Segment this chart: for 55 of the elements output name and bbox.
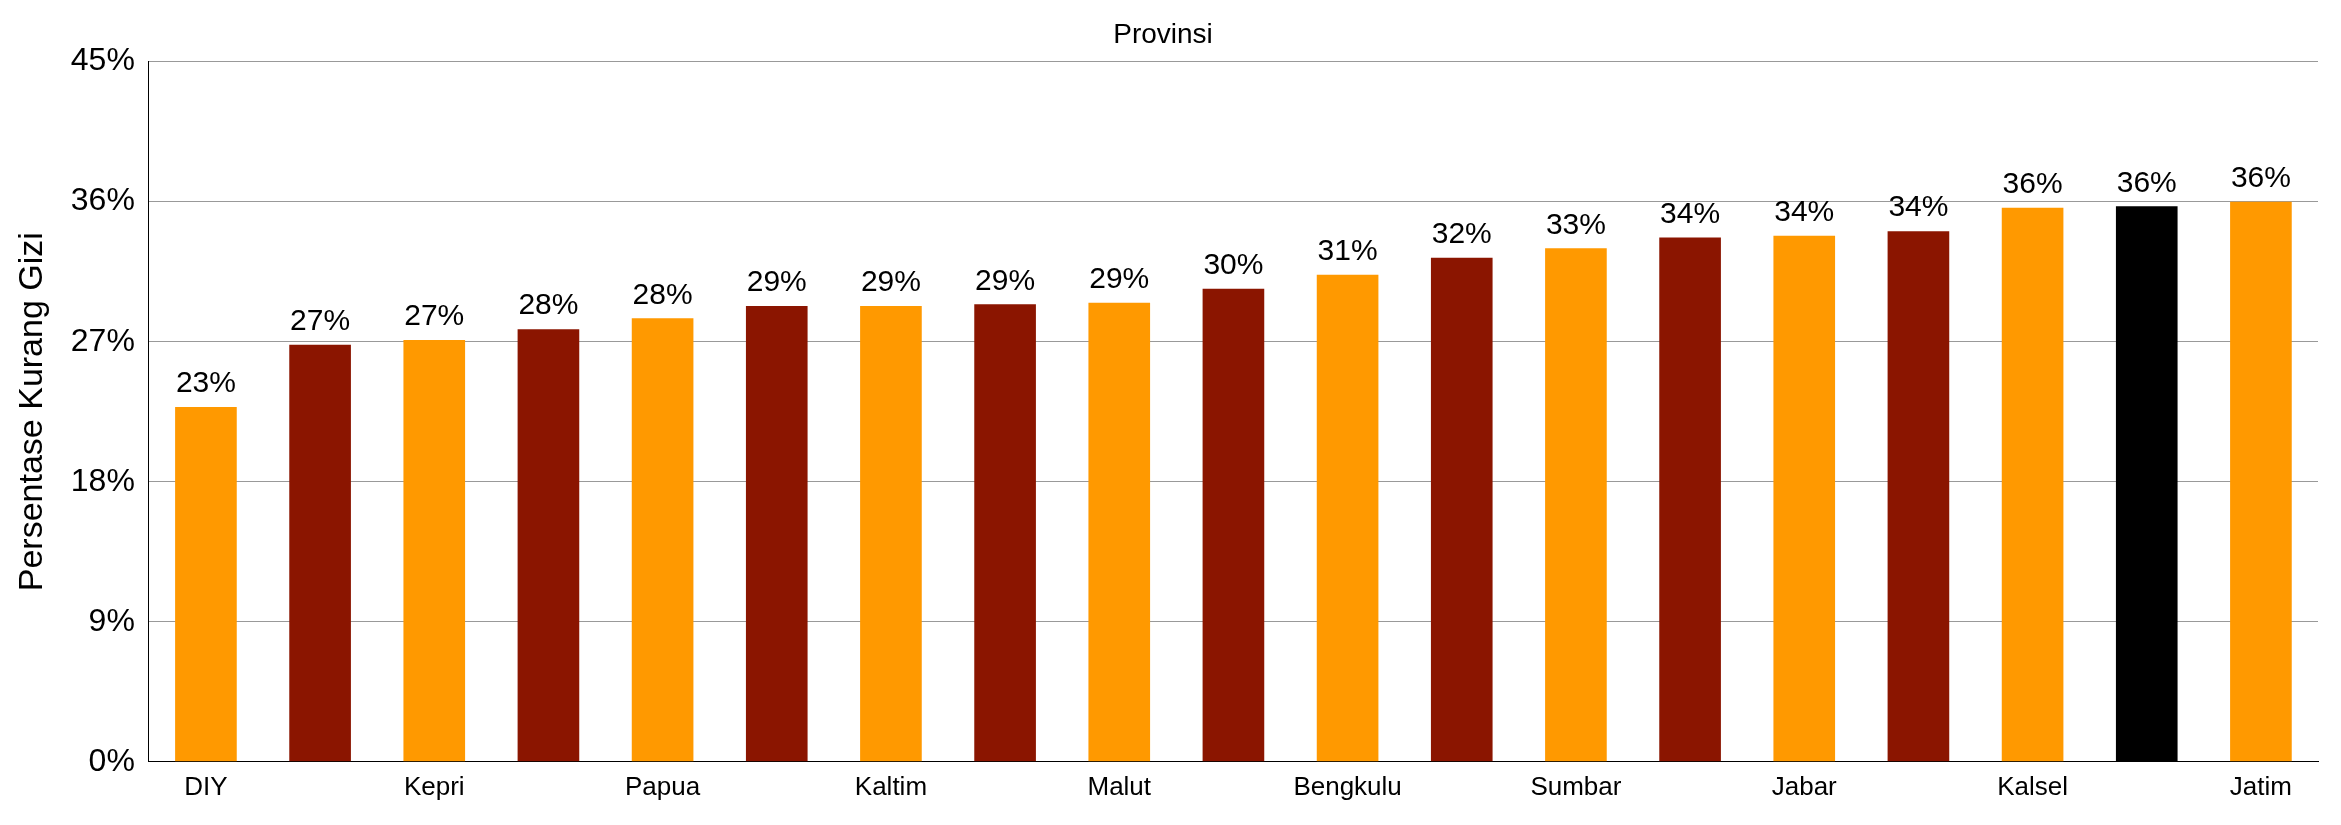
bar xyxy=(517,329,580,762)
data-label: 28% xyxy=(632,276,693,310)
x-tick-label: Jabar xyxy=(1771,770,1838,801)
data-label: 34% xyxy=(1774,194,1835,228)
data-label: 27% xyxy=(290,303,351,337)
chart-title: Provinsi xyxy=(1113,17,1213,49)
data-label: 29% xyxy=(746,264,807,298)
y-axis-title: Persentase Kurang Gizi xyxy=(10,232,49,592)
data-label: 36% xyxy=(2116,164,2177,198)
x-tick-label: Jatim xyxy=(2229,770,2292,801)
bar xyxy=(1773,235,1836,762)
data-label: 28% xyxy=(518,287,579,321)
bar xyxy=(403,340,466,762)
data-label: 32% xyxy=(1431,215,1492,249)
data-label: 27% xyxy=(404,298,465,332)
x-tick-label: Kalsel xyxy=(1997,770,2068,801)
x-tick-label: Kepri xyxy=(403,770,465,801)
data-label: 36% xyxy=(2002,166,2063,200)
bar xyxy=(1202,288,1265,762)
x-tick-label: Sumbar xyxy=(1530,770,1622,801)
data-label: 31% xyxy=(1317,233,1378,267)
y-tick-label: 0% xyxy=(88,741,135,778)
x-tick-label: DIY xyxy=(184,770,228,801)
bar xyxy=(2001,207,2064,762)
data-label: 30% xyxy=(1203,247,1264,281)
x-tick-label: Papua xyxy=(625,770,701,801)
bar xyxy=(2230,201,2292,762)
data-label: 29% xyxy=(975,262,1036,296)
x-tick-label: Malut xyxy=(1087,770,1152,801)
y-tick-label: 27% xyxy=(70,321,135,358)
bar xyxy=(974,304,1036,762)
data-label: 29% xyxy=(860,264,921,298)
y-tick-label: 36% xyxy=(70,181,135,218)
bar xyxy=(1887,231,1950,762)
x-tick-label: Kaltim xyxy=(854,770,928,801)
data-label: 36% xyxy=(2230,159,2291,193)
bar xyxy=(289,344,351,762)
bar xyxy=(631,318,694,762)
bar xyxy=(1659,237,1721,762)
data-label: 34% xyxy=(1888,189,1949,223)
data-label: 23% xyxy=(175,365,236,399)
data-label: 34% xyxy=(1660,195,1721,229)
bar xyxy=(1088,302,1151,762)
bar xyxy=(175,407,237,762)
bar xyxy=(1316,274,1379,762)
bar xyxy=(1430,257,1493,762)
y-tick-label: 18% xyxy=(70,461,135,498)
data-label: 29% xyxy=(1089,261,1150,295)
bar xyxy=(860,305,922,762)
x-tick-label: Bengkulu xyxy=(1293,770,1402,801)
data-label: 33% xyxy=(1545,206,1606,240)
y-tick-label: 45% xyxy=(70,41,135,78)
bar xyxy=(745,305,808,762)
bar xyxy=(1545,248,1607,762)
y-tick-label: 9% xyxy=(88,601,135,638)
